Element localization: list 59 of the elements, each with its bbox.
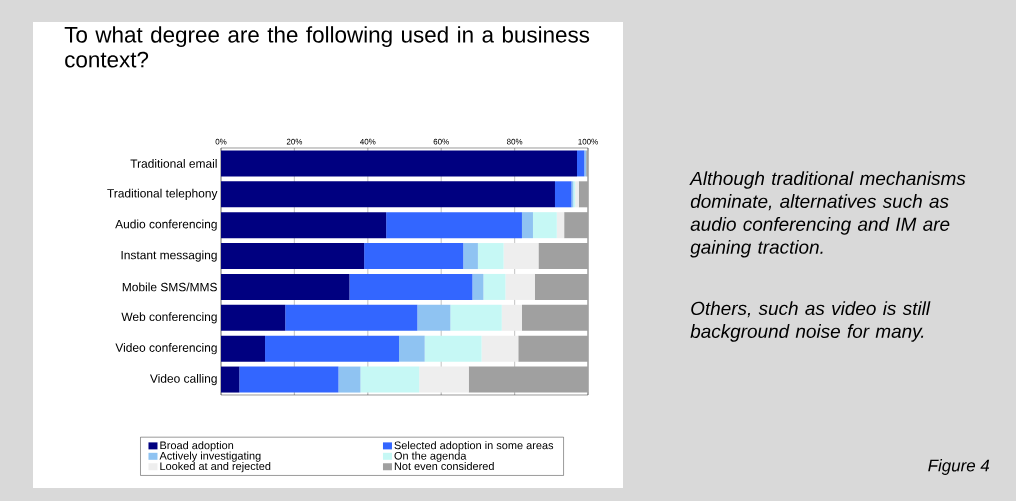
bar	[338, 366, 361, 393]
y-tick-label: Web conferencing	[121, 312, 217, 324]
y-tick-label: Traditional email	[130, 159, 217, 168]
bar	[349, 273, 473, 300]
y-tick-label: Audio conferencing	[115, 219, 217, 231]
y-tick-label: Traditional telephony	[107, 188, 218, 200]
text: Others, such as video is still background noise for many.	[690, 301, 931, 342]
bar	[503, 243, 539, 270]
bar	[468, 366, 589, 393]
legend-label: Looked at and rejected	[160, 462, 271, 473]
legend-label: On the agenda	[394, 451, 467, 462]
bar	[534, 273, 589, 300]
bar	[386, 212, 522, 239]
bar	[360, 366, 420, 393]
bar	[221, 212, 387, 239]
y-tick-label: Mobile SMS/MMS	[122, 282, 217, 292]
text: Although traditional mechanisms dominate, alternatives such as audio conferencing and IM are gaining traction.	[689, 171, 966, 258]
bar	[239, 366, 339, 393]
caption: Figure 4	[928, 459, 990, 475]
bar	[221, 273, 350, 300]
bar	[532, 212, 557, 239]
bar	[564, 212, 589, 239]
bar	[505, 273, 535, 300]
bar	[221, 366, 240, 393]
bar	[521, 304, 589, 331]
bar	[481, 335, 519, 362]
bar	[417, 304, 451, 331]
bar	[221, 150, 577, 177]
bar	[221, 181, 555, 208]
bar	[221, 335, 266, 362]
bar	[538, 243, 589, 270]
bar	[577, 150, 585, 177]
y-tick-label: Video calling	[149, 373, 217, 386]
legend-label: Selected adoption in some areas	[394, 441, 554, 452]
bar	[556, 212, 565, 239]
bar	[221, 304, 286, 331]
bar	[483, 273, 506, 300]
bar	[578, 181, 589, 208]
y-tick-label: Video conferencing	[115, 343, 217, 355]
bar	[221, 243, 365, 270]
legend-label: Not even considered	[394, 462, 494, 471]
y-tick-label: Instant messaging	[121, 250, 217, 262]
bar	[364, 243, 464, 270]
legend-label: Broad adoption	[160, 441, 234, 452]
chart-title: To what degree are the following used in a business context?	[64, 26, 590, 68]
bar	[463, 243, 478, 270]
legend-label: Actively investigating	[159, 451, 261, 462]
bar	[285, 304, 418, 331]
bar	[501, 304, 522, 331]
bar	[399, 335, 425, 362]
bar	[424, 335, 482, 362]
bar	[472, 273, 484, 300]
bar	[419, 366, 469, 393]
bar	[521, 212, 533, 239]
bar	[265, 335, 400, 362]
bar	[450, 304, 502, 331]
bar	[477, 243, 504, 270]
bar	[518, 335, 589, 362]
bar	[554, 181, 572, 208]
